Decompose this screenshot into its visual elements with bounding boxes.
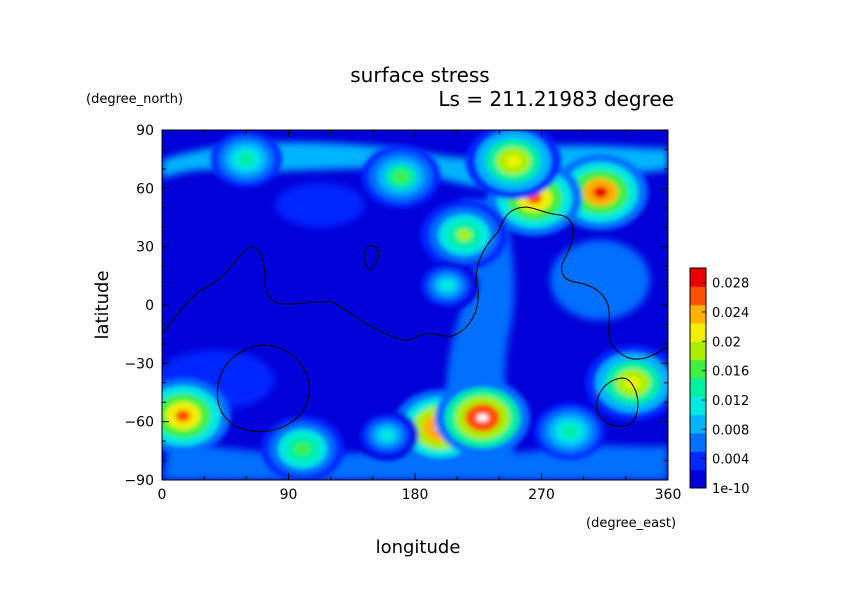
y-axis-label: latitude: [92, 270, 113, 339]
colorbar-tick-label: 0.02: [712, 335, 741, 350]
outline-southeast-basin: [596, 377, 639, 427]
colorbar-tick-label: 1e-10: [712, 482, 750, 497]
colorbar-band: [690, 268, 706, 287]
x-axis: 0 90 180 270 360: [158, 130, 682, 503]
colorbar-band: [690, 396, 706, 416]
x-tick-label: 180: [402, 487, 429, 503]
x-unit-label: (degree_east): [586, 516, 676, 531]
y-tick-label: 30: [136, 240, 154, 256]
heatmap-cell: [393, 170, 409, 183]
x-axis-label: longitude: [376, 537, 461, 558]
heatmap-cell: [238, 153, 254, 166]
x-tick-label: 90: [280, 487, 298, 503]
colorbar-bands: [690, 268, 706, 489]
y-tick-label: 90: [136, 123, 154, 139]
colorbar-tick-label: 0.028: [712, 277, 749, 292]
heatmap-field: [162, 130, 668, 480]
colorbar-tick-label: 0.024: [712, 306, 749, 321]
heatmap-cell: [379, 429, 395, 442]
heatmap-cell: [562, 425, 578, 438]
x-tick-label: 0: [158, 487, 167, 503]
heatmap-cell: [593, 186, 609, 199]
y-tick-label: 0: [145, 298, 154, 314]
colorbar-ticks: 0.028 0.024 0.02 0.016 0.012 0.008 0.004 1e-10: [702, 277, 750, 497]
colorbar-tick-label: 0.012: [712, 394, 749, 409]
outline-small-island: [363, 245, 379, 271]
colorbar-band: [690, 469, 706, 489]
feature-blobs: [162, 130, 668, 480]
colorbar-band: [690, 304, 706, 324]
chart-subtitle: Ls = 211.21983 degree: [438, 87, 674, 111]
heatmap-cell: [439, 279, 455, 292]
colorbar-band: [690, 323, 706, 342]
y-axis: 90 60 30 0 −30 −60 −90: [124, 123, 668, 489]
y-tick-label: −90: [124, 473, 154, 489]
heatmap-cell: [175, 409, 191, 422]
east-ridge-blob: [550, 240, 650, 320]
colorbar-band: [690, 378, 706, 397]
outline-southwest-basin: [216, 344, 310, 432]
colorbar-band: [690, 359, 706, 379]
heatmap-cell: [625, 376, 641, 389]
heatmap-cell: [505, 155, 521, 168]
northwest-blob: [275, 183, 365, 227]
y-tick-label: 60: [136, 181, 154, 197]
x-tick-label: 360: [655, 487, 682, 503]
colorbar: 0.028 0.024 0.02 0.016 0.012 0.008 0.004 1e-10: [689, 267, 750, 497]
colorbar-band: [690, 286, 706, 306]
y-tick-label: −60: [124, 415, 154, 431]
chart-title: surface stress: [350, 63, 489, 87]
x-tick-label: 270: [528, 487, 555, 503]
colorbar-band: [690, 341, 706, 361]
colorbar-frame: [689, 267, 707, 489]
colorbar-tick-label: 0.008: [712, 423, 749, 438]
colorbar-tick-label: 0.016: [712, 365, 749, 380]
y-tick-label: −30: [124, 356, 154, 372]
saturated-cell: [476, 413, 489, 422]
y-unit-label: (degree_north): [86, 92, 183, 107]
colorbar-band: [690, 414, 706, 434]
outline-west-continent: [161, 206, 669, 360]
colorbar-tick-label: 0.004: [712, 453, 749, 468]
colorbar-band: [690, 433, 706, 452]
continent-outlines: [161, 206, 669, 432]
colorbar-band: [690, 451, 706, 471]
heatmap-cell: [456, 229, 472, 241]
heatmap-cell: [295, 442, 311, 455]
